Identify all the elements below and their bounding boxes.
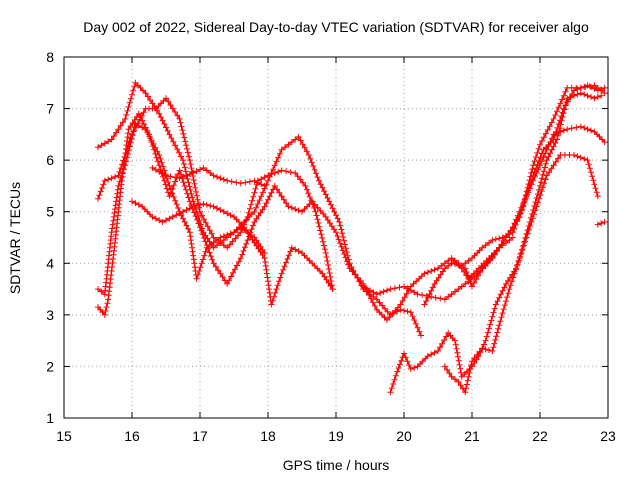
series-track-l <box>594 219 608 228</box>
series-line <box>362 125 606 301</box>
x-tick-label: 16 <box>124 428 140 444</box>
x-axis-label: GPS time / hours <box>283 457 390 473</box>
series-track-e <box>129 198 336 308</box>
y-tick-label: 5 <box>46 204 54 220</box>
y-tick-label: 8 <box>46 49 54 65</box>
y-axis-label: SDTVAR / TECUs <box>7 182 23 294</box>
series-track-g <box>360 123 608 303</box>
y-tick-label: 2 <box>46 358 54 374</box>
x-tick-label: 21 <box>464 428 480 444</box>
y-tick-label: 7 <box>46 101 54 117</box>
series-markers <box>149 164 268 189</box>
series-markers <box>95 110 516 323</box>
plot-area <box>95 79 608 396</box>
y-tick-label: 6 <box>46 152 54 168</box>
x-tick-label: 15 <box>56 428 72 444</box>
series-track-i <box>441 90 605 396</box>
chart-title: Day 002 of 2022, Sidereal Day-to-day VTE… <box>83 19 589 35</box>
y-tick-label: 4 <box>46 255 54 271</box>
series-line <box>451 84 605 267</box>
x-tick-label: 19 <box>328 428 344 444</box>
series-track-h <box>387 152 601 396</box>
x-tick-label: 23 <box>600 428 616 444</box>
series-track-k <box>448 82 608 269</box>
y-tick-label: 3 <box>46 307 54 323</box>
x-tick-label: 18 <box>260 428 276 444</box>
series-markers <box>594 219 608 228</box>
series-markers <box>448 82 608 269</box>
series-track-j <box>421 82 608 308</box>
series-track-d <box>95 110 516 323</box>
x-tick-label: 22 <box>532 428 548 444</box>
series-markers <box>129 198 336 308</box>
series-line <box>444 92 602 394</box>
series-markers <box>360 123 608 303</box>
series-markers <box>441 90 605 396</box>
series-markers <box>387 152 601 396</box>
grid <box>64 57 608 418</box>
x-tick-label: 17 <box>192 428 208 444</box>
x-tick-label: 20 <box>396 428 412 444</box>
series-track-f <box>149 164 268 189</box>
y-tick-label: 1 <box>46 410 54 426</box>
